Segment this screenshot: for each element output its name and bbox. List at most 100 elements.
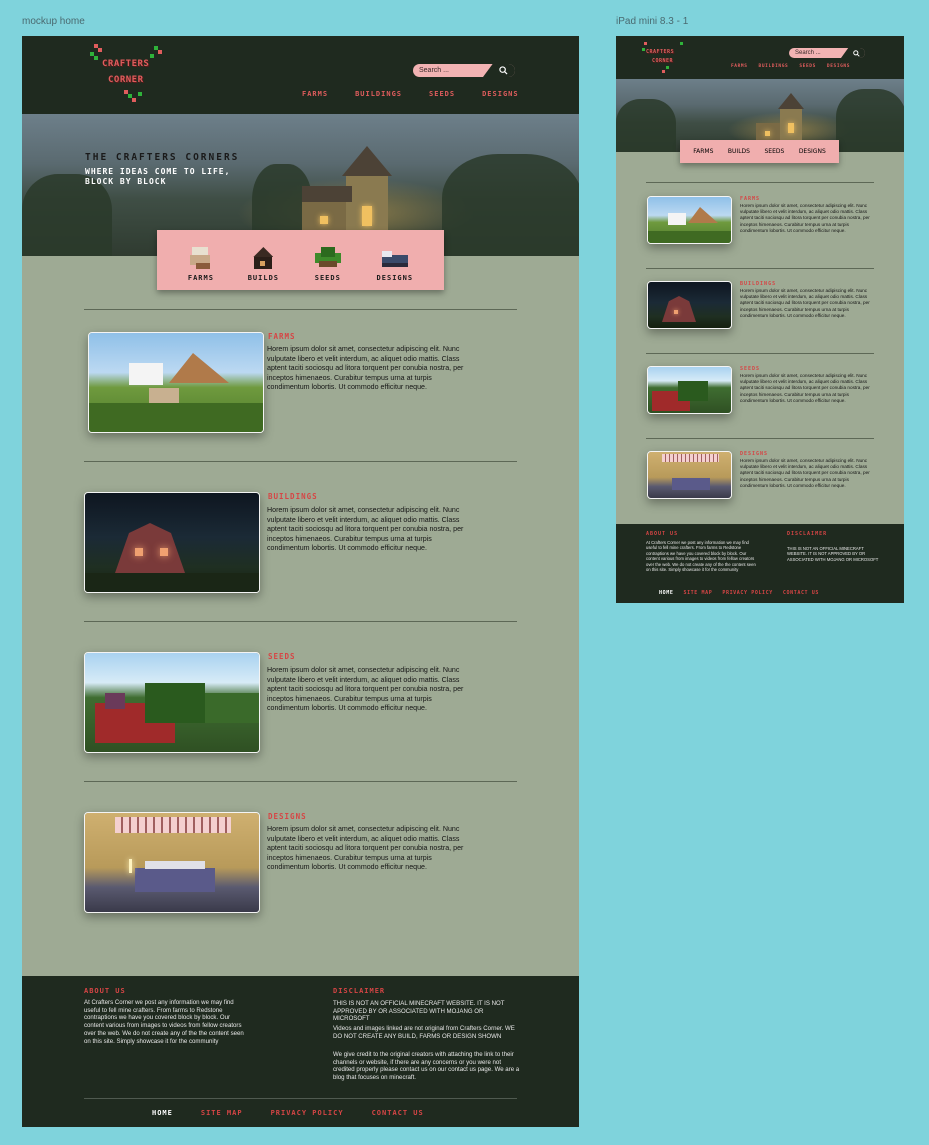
search-input[interactable]: Search ... — [419, 67, 449, 74]
ipad-designs-image[interactable] — [647, 451, 732, 499]
ipad-footer-about-text: At Crafters Corner we post any informati… — [646, 540, 756, 573]
section-body-designs: Horem ipsum dolor sit amet, consectetur … — [267, 825, 464, 871]
category-designs[interactable]: DESIGNS — [377, 249, 414, 282]
house-block-icon — [251, 247, 275, 269]
section-divider — [84, 781, 517, 782]
nav-item-buildings[interactable]: BUILDINGS — [355, 90, 403, 98]
category-builds[interactable]: BUILDS — [248, 247, 279, 282]
nav-item-farms[interactable]: FARMS — [302, 90, 329, 98]
footer-disclaimer-p1: THIS IS NOT AN OFFICIAL MINECRAFT WEBSIT… — [333, 1000, 505, 1023]
logo-flower-pixel — [124, 90, 128, 94]
logo-leaf-pixel — [154, 46, 158, 50]
footer-link-privacy-policy[interactable]: PRIVACY POLICY — [270, 1109, 344, 1117]
logo-text-line2: CORNER — [108, 75, 144, 85]
footer-disclaimer-p3: We give credit to the original creators … — [333, 1051, 520, 1082]
ipad-category-farms[interactable]: FARMS — [693, 148, 714, 155]
hero-tree — [442, 154, 579, 256]
site-logo[interactable]: CRAFTERS CORNER — [88, 42, 168, 106]
ipad-section-title-farms: FARMS — [740, 196, 761, 202]
search-icon[interactable] — [483, 64, 515, 77]
logo-leaf-pixel — [138, 92, 142, 96]
ipad-main-nav: FARMS BUILDINGS SEEDS DESIGNS — [731, 64, 850, 69]
nav-item-seeds[interactable]: SEEDS — [429, 90, 456, 98]
category-label: SEEDS — [314, 274, 341, 282]
farms-image[interactable] — [88, 332, 264, 433]
ipad-divider — [646, 268, 874, 269]
site-footer: ABOUT US At Crafters Corner we post any … — [22, 976, 579, 1127]
ipad-site-logo[interactable]: CRAFTERS CORNER — [642, 40, 688, 76]
ipad-buildings-image[interactable] — [647, 281, 732, 329]
section-title-farms: FARMS — [268, 332, 296, 341]
ipad-footer-disclaimer: THIS IS NOT AN OFFICIAL MINECRAFT WEBSIT… — [787, 546, 879, 562]
category-farms[interactable]: FARMS — [188, 245, 214, 282]
ipad-footer-link-home[interactable]: HOME — [659, 590, 674, 596]
ipad-nav-item-seeds[interactable]: SEEDS — [799, 64, 816, 69]
ipad-footer-link-contact-us[interactable]: CONTACT US — [782, 590, 819, 596]
buildings-image[interactable] — [84, 492, 260, 593]
footer-link-home[interactable]: HOME — [152, 1109, 173, 1117]
footer-about-text: At Crafters Corner we post any informati… — [84, 999, 244, 1045]
farm-block-icon — [188, 245, 214, 269]
ipad-divider — [646, 353, 874, 354]
ipad-section-title-designs: DESIGNS — [740, 451, 769, 457]
ipad-section-body-farms: Horem ipsum dolor sit amet, consectetur … — [740, 203, 870, 233]
section-divider — [84, 621, 517, 622]
hero-subtitle-line1: WHERE IDEAS COME TO LIFE, — [85, 167, 231, 176]
ipad-logo-line1: CRAFTERS — [646, 49, 675, 55]
ipad-divider — [646, 438, 874, 439]
category-label: FARMS — [187, 274, 214, 282]
ipad-search-bar[interactable]: Search ... — [789, 48, 865, 58]
ipad-footer-nav: HOME SITE MAP PRIVACY POLICY CONTACT US — [659, 590, 819, 596]
ipad-divider — [646, 182, 874, 183]
ipad-search-icon[interactable] — [841, 48, 865, 58]
ipad-nav-item-designs[interactable]: DESIGNS — [826, 64, 851, 69]
logo-leaf-pixel — [90, 52, 94, 56]
ipad-seeds-image[interactable] — [647, 366, 732, 414]
hero-title: THE CRAFTERS CORNERS — [85, 152, 240, 163]
seeds-image[interactable] — [84, 652, 260, 753]
category-label: BUILDS — [247, 274, 280, 282]
section-body-buildings: Horem ipsum dolor sit amet, consectetur … — [267, 506, 464, 552]
ipad-category-box: FARMS BUILDS SEEDS DESIGNS — [680, 140, 839, 163]
ipad-footer-link-privacy-policy[interactable]: PRIVACY POLICY — [722, 590, 773, 596]
ipad-farms-image[interactable] — [647, 196, 732, 244]
ipad-category-seeds[interactable]: SEEDS — [764, 148, 785, 155]
footer-link-contact-us[interactable]: CONTACT US — [371, 1109, 424, 1117]
ipad-footer-disclaimer-title: DISCLAIMER — [787, 531, 828, 537]
logo-flower-pixel — [94, 44, 98, 48]
logo-leaf-pixel — [150, 54, 154, 58]
section-body-seeds: Horem ipsum dolor sit amet, consectetur … — [267, 666, 464, 712]
ipad-nav-item-buildings[interactable]: BUILDINGS — [758, 64, 789, 69]
logo-leaf-pixel — [94, 56, 98, 60]
category-box: FARMS BUILDS SEEDS DESIGNS — [157, 230, 444, 290]
nav-item-designs[interactable]: DESIGNS — [482, 90, 519, 98]
logo-text-line1: CRAFTERS — [102, 59, 150, 69]
section-divider — [84, 461, 517, 462]
section-title-seeds: SEEDS — [268, 652, 296, 661]
seed-island-icon — [313, 247, 343, 269]
ipad-logo-line2: CORNER — [652, 58, 674, 64]
footer-divider — [84, 1098, 517, 1099]
hero-tree — [22, 174, 112, 256]
desktop-frame-label: mockup home — [22, 16, 85, 27]
footer-link-site-map[interactable]: SITE MAP — [200, 1109, 243, 1117]
section-title-buildings: BUILDINGS — [268, 492, 318, 501]
ipad-category-designs[interactable]: DESIGNS — [798, 148, 826, 155]
category-seeds[interactable]: SEEDS — [313, 247, 343, 282]
ipad-frame-label: iPad mini 8.3 - 1 — [616, 16, 689, 27]
logo-leaf-pixel — [128, 94, 132, 98]
ipad-footer: ABOUT US At Crafters Corner we post any … — [616, 524, 904, 603]
search-bar[interactable]: Search ... — [413, 64, 515, 77]
ipad-search-input[interactable]: Search ... — [795, 50, 821, 56]
logo-flower-pixel — [158, 50, 162, 54]
footer-disclaimer-title: DISCLAIMER — [333, 987, 386, 995]
ipad-nav-item-farms[interactable]: FARMS — [731, 64, 748, 69]
ipad-category-builds[interactable]: BUILDS — [727, 148, 750, 155]
designs-image[interactable] — [84, 812, 260, 913]
ipad-section-body-designs: Horem ipsum dolor sit amet, consectetur … — [740, 458, 870, 488]
main-nav: FARMS BUILDINGS SEEDS DESIGNS — [302, 90, 519, 98]
hero-subtitle-line2: BLOCK BY BLOCK — [85, 177, 167, 186]
ipad-footer-link-site-map[interactable]: SITE MAP — [683, 590, 713, 596]
logo-flower-pixel — [132, 98, 136, 102]
section-divider — [84, 309, 517, 310]
